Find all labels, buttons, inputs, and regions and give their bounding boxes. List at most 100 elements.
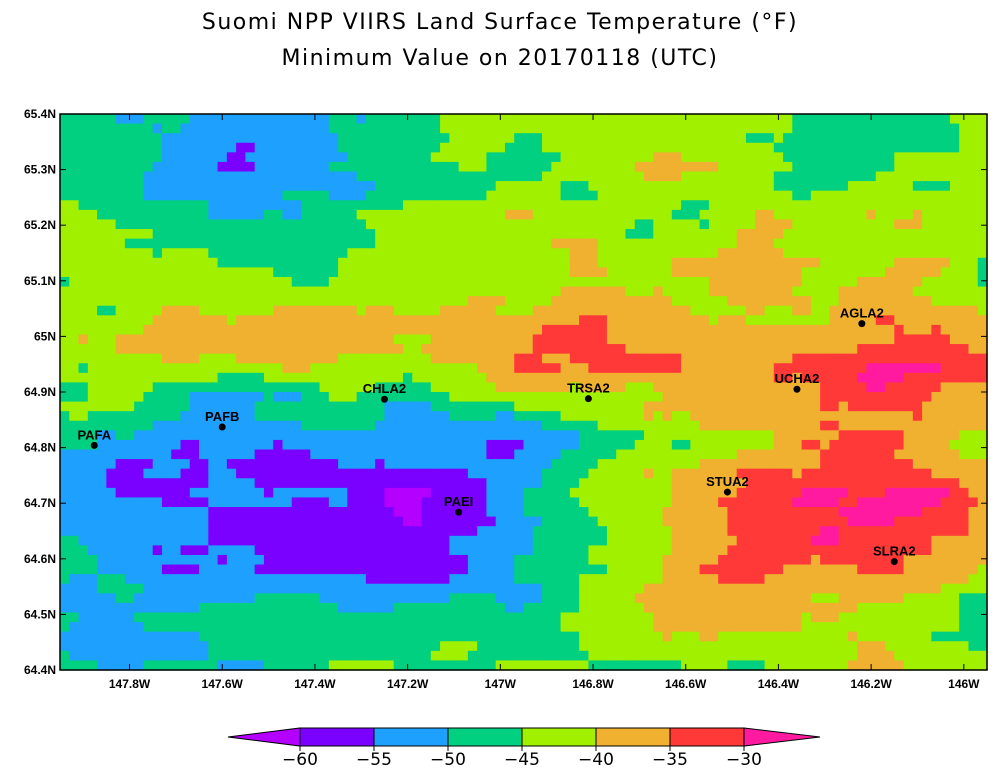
- grid-cell: [736, 411, 747, 422]
- grid-cell: [801, 114, 812, 125]
- grid-cell: [356, 516, 367, 527]
- grid-cell: [60, 459, 70, 470]
- grid-cell: [319, 123, 330, 134]
- grid-cell: [551, 334, 562, 345]
- grid-cell: [226, 372, 237, 384]
- grid-cell: [699, 315, 710, 326]
- grid-cell: [671, 238, 682, 249]
- grid-cell: [940, 219, 951, 230]
- grid-cell: [560, 468, 571, 479]
- grid-cell: [634, 497, 645, 508]
- grid-cell: [736, 238, 747, 249]
- grid-cell: [736, 190, 747, 201]
- grid-cell: [301, 315, 311, 326]
- grid-cell: [217, 449, 228, 460]
- grid-cell: [922, 372, 932, 384]
- grid-cell: [773, 574, 784, 585]
- grid-cell: [263, 468, 274, 479]
- grid-cell: [653, 353, 664, 364]
- grid-cell: [736, 497, 747, 508]
- grid-cell: [745, 526, 756, 537]
- grid-cell: [226, 497, 237, 508]
- grid-cell: [263, 181, 274, 192]
- grid-cell: [755, 564, 766, 575]
- grid-cell: [940, 554, 951, 566]
- grid-cell: [699, 487, 710, 499]
- grid-cell: [412, 315, 423, 326]
- grid-cell: [60, 382, 70, 393]
- grid-cell: [495, 449, 506, 460]
- grid-cell: [263, 487, 274, 499]
- grid-cell: [375, 267, 386, 278]
- grid-cell: [625, 420, 636, 431]
- grid-cell: [894, 516, 905, 527]
- grid-cell: [60, 238, 70, 249]
- grid-cell: [959, 209, 970, 221]
- grid-cell: [356, 372, 367, 384]
- grid-cell: [977, 161, 988, 173]
- grid-cell: [532, 478, 543, 489]
- grid-cell: [745, 554, 756, 566]
- grid-cell: [699, 161, 710, 173]
- grid-cell: [87, 171, 98, 182]
- grid-cell: [551, 200, 562, 211]
- grid-cell: [588, 564, 599, 575]
- grid-cell: [393, 516, 404, 527]
- grid-cell: [847, 353, 858, 364]
- grid-cell: [458, 267, 469, 278]
- grid-cell: [699, 468, 710, 479]
- grid-cell: [319, 324, 330, 336]
- grid-cell: [106, 516, 117, 527]
- grid-cell: [180, 516, 191, 527]
- grid-cell: [375, 382, 386, 393]
- grid-cell: [857, 583, 868, 594]
- grid-cell: [273, 296, 284, 307]
- grid-cell: [736, 296, 747, 307]
- grid-cell: [514, 516, 525, 527]
- grid-cell: [78, 219, 89, 230]
- grid-cell: [347, 507, 358, 518]
- grid-cell: [449, 401, 460, 412]
- grid-cell: [838, 276, 849, 288]
- grid-cell: [699, 133, 710, 144]
- grid-cell: [736, 439, 747, 451]
- grid-cell: [143, 430, 154, 441]
- grid-cell: [708, 276, 719, 288]
- grid-cell: [143, 420, 154, 431]
- grid-cell: [124, 363, 135, 374]
- grid-cell: [263, 459, 274, 470]
- grid-cell: [755, 123, 766, 134]
- grid-cell: [569, 507, 580, 518]
- grid-cell: [217, 545, 228, 556]
- grid-cell: [616, 583, 627, 594]
- grid-cell: [875, 459, 886, 470]
- grid-cell: [236, 286, 246, 297]
- grid-cell: [189, 583, 200, 594]
- grid-cell: [866, 382, 877, 393]
- grid-cell: [347, 296, 358, 307]
- grid-cell: [171, 353, 182, 364]
- grid-cell: [412, 114, 423, 125]
- grid-cell: [208, 190, 219, 201]
- grid-cell: [347, 372, 358, 384]
- grid-cell: [727, 344, 738, 355]
- grid-cell: [977, 296, 988, 307]
- grid-cell: [783, 554, 793, 566]
- grid-cell: [467, 420, 478, 431]
- grid-cell: [134, 152, 145, 163]
- grid-cell: [671, 487, 682, 499]
- grid-cell: [78, 123, 89, 134]
- grid-cell: [365, 305, 376, 316]
- grid-cell: [514, 200, 525, 211]
- grid-cell: [838, 535, 849, 546]
- grid-cell: [440, 382, 450, 393]
- grid-cell: [402, 526, 413, 537]
- grid-cell: [755, 449, 766, 460]
- grid-cell: [949, 171, 960, 182]
- grid-cell: [523, 535, 534, 546]
- grid-cell: [291, 324, 302, 336]
- grid-cell: [310, 209, 321, 221]
- grid-cell: [866, 209, 877, 221]
- grid-cell: [199, 392, 209, 403]
- grid-cell: [801, 459, 812, 470]
